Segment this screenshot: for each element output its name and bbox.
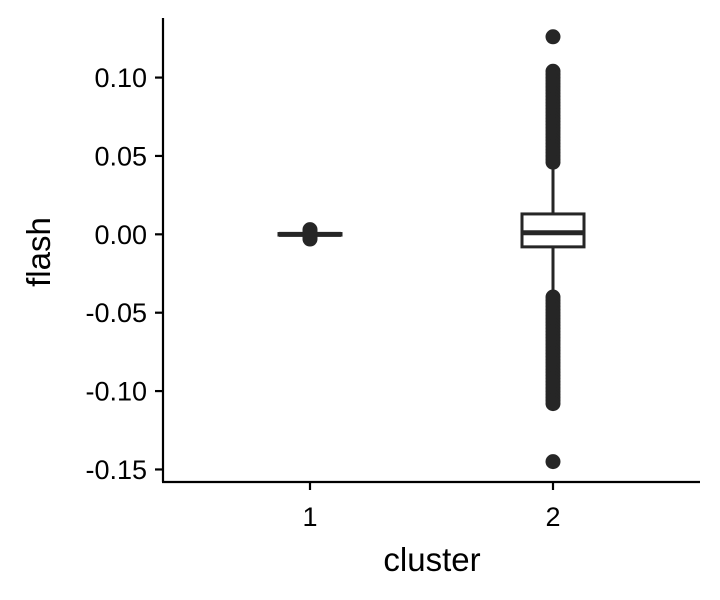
y-axis-title: flash	[20, 217, 57, 287]
y-tick-label: -0.05	[85, 298, 147, 328]
y-tick-label: -0.15	[85, 455, 147, 485]
x-tick-label: 1	[302, 502, 317, 532]
outlier-point	[545, 396, 561, 412]
outlier-point	[302, 222, 318, 238]
y-tick-label: -0.10	[85, 377, 147, 407]
y-tick-label: 0.10	[94, 63, 147, 93]
box-cluster-2	[520, 29, 586, 470]
outlier-point	[545, 29, 561, 45]
y-axis: 0.10 0.05 0.00 -0.05 -0.10 -0.15	[85, 18, 165, 485]
y-tick-label: 0.00	[94, 220, 147, 250]
box-cluster-1	[277, 222, 343, 247]
outlier-point	[545, 454, 561, 470]
y-tick-label: 0.05	[94, 141, 147, 171]
x-tick-label: 2	[545, 502, 560, 532]
x-axis-title: cluster	[383, 541, 480, 578]
plot-area	[277, 29, 586, 470]
outlier-point	[545, 154, 561, 170]
